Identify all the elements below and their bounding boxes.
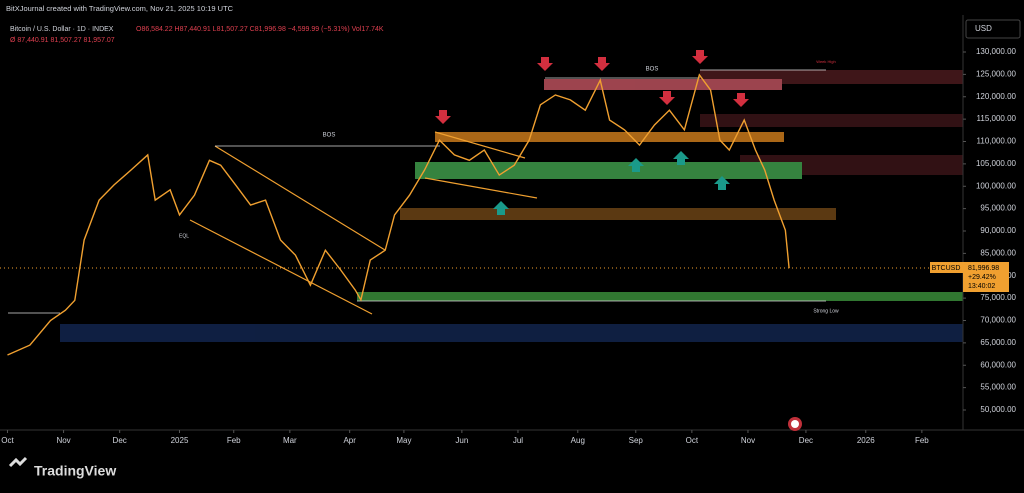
x-tick-label: Feb: [915, 436, 929, 445]
y-tick-label: 100,000.00: [976, 181, 1017, 190]
zone: [60, 324, 963, 342]
y-tick-label: 120,000.00: [976, 92, 1017, 101]
up-arrows: [493, 151, 730, 215]
axes: 50,000.00 55,000.00 60,000.00 65,000.00 70,0…: [1, 47, 1016, 445]
price-tag-change: +29.42%: [968, 274, 996, 281]
x-tick-label: Jun: [455, 436, 468, 445]
zone: [415, 162, 802, 179]
arrow: [659, 91, 675, 105]
price-tag-price: 81,996.98: [968, 265, 999, 272]
zone: [357, 292, 963, 301]
y-tick-label: 90,000.00: [980, 226, 1016, 235]
symbol: Bitcoin / U.S. Dollar · 1D · INDEX: [10, 26, 114, 33]
arrow: [733, 93, 749, 107]
y-tick-label: 65,000.00: [980, 338, 1016, 347]
arrow: [628, 158, 644, 172]
annotation: EQL: [179, 233, 189, 239]
arrow: [537, 57, 553, 71]
x-tick-label: Mar: [283, 436, 297, 445]
x-tick-label: Nov: [741, 436, 755, 445]
y-tick-label: 85,000.00: [980, 248, 1016, 257]
y-tick-label: 130,000.00: [976, 47, 1017, 56]
x-tick-label: Feb: [227, 436, 241, 445]
brand: TradingView: [34, 463, 116, 479]
logo: [8, 456, 28, 468]
arrow: [435, 110, 451, 124]
levels: [8, 69, 826, 314]
x-tick-label: 2026: [857, 436, 875, 445]
ohlc: O86,584.22 H87,440.91 L81,507.27 C81,996…: [136, 26, 384, 33]
currency-box: [965, 19, 1021, 39]
y-tick-label: 55,000.00: [980, 383, 1016, 392]
annotation: Strong Low: [813, 308, 839, 314]
y-tick-label: 125,000.00: [976, 69, 1017, 78]
annotation: BOS: [646, 67, 659, 73]
annotation: Week High: [816, 59, 836, 64]
zone: [435, 132, 784, 142]
currency: USD: [975, 24, 992, 33]
y-tick-label: 95,000.00: [980, 204, 1016, 213]
x-tick-label: Apr: [343, 436, 356, 445]
plot: [7, 73, 790, 356]
arrow: [673, 151, 689, 165]
zones: [60, 70, 963, 342]
y-tick-label: 50,000.00: [980, 405, 1016, 414]
x-tick-label: Oct: [686, 436, 699, 445]
y-tick-label: 110,000.00: [977, 137, 1017, 146]
trendlines: [189, 131, 538, 315]
price-tag-symbol: BTCUSD: [932, 265, 961, 272]
x-tick-label: Oct: [1, 436, 14, 445]
credit: BitXJournal created with TradingView.com…: [6, 4, 234, 13]
zone: [544, 79, 782, 90]
arrow: [714, 176, 730, 190]
arrow: [692, 50, 708, 64]
x-tick-label: Dec: [799, 436, 813, 445]
trendline: [424, 177, 538, 199]
price-tag-symbol-bg: [930, 262, 963, 273]
x-tick-label: Dec: [113, 436, 127, 445]
arrow: [594, 57, 610, 71]
trendline: [189, 219, 373, 315]
x-tick-label: Nov: [56, 436, 70, 445]
price-line-series: [7, 73, 790, 356]
down-arrows: [435, 50, 749, 124]
arrow: [493, 201, 509, 215]
y-tick-label: 70,000.00: [980, 316, 1016, 325]
price-tag-countdown: 13:40:02: [968, 283, 995, 290]
zone: [700, 114, 963, 127]
x-tick-label: 2025: [171, 436, 189, 445]
annotation: BOS: [323, 133, 336, 139]
x-tick-label: May: [396, 436, 411, 445]
y-tick-label: 115,000.00: [977, 114, 1017, 123]
trendline: [434, 131, 526, 159]
zone: [400, 208, 836, 220]
x-tick-label: Aug: [571, 436, 585, 445]
indicator: Ø 87,440.91 81,507.27 81,957.07: [10, 37, 115, 44]
y-tick-label: 60,000.00: [980, 360, 1016, 369]
event-icon-inner: [791, 420, 799, 428]
price-tag-bg: [963, 262, 1009, 292]
y-tick-label: 75,000.00: [980, 293, 1016, 302]
x-tick-label: Sep: [629, 436, 644, 445]
trendline: [214, 145, 386, 251]
y-tick-label: 105,000.00: [976, 159, 1017, 168]
x-tick-label: Jul: [513, 436, 523, 445]
